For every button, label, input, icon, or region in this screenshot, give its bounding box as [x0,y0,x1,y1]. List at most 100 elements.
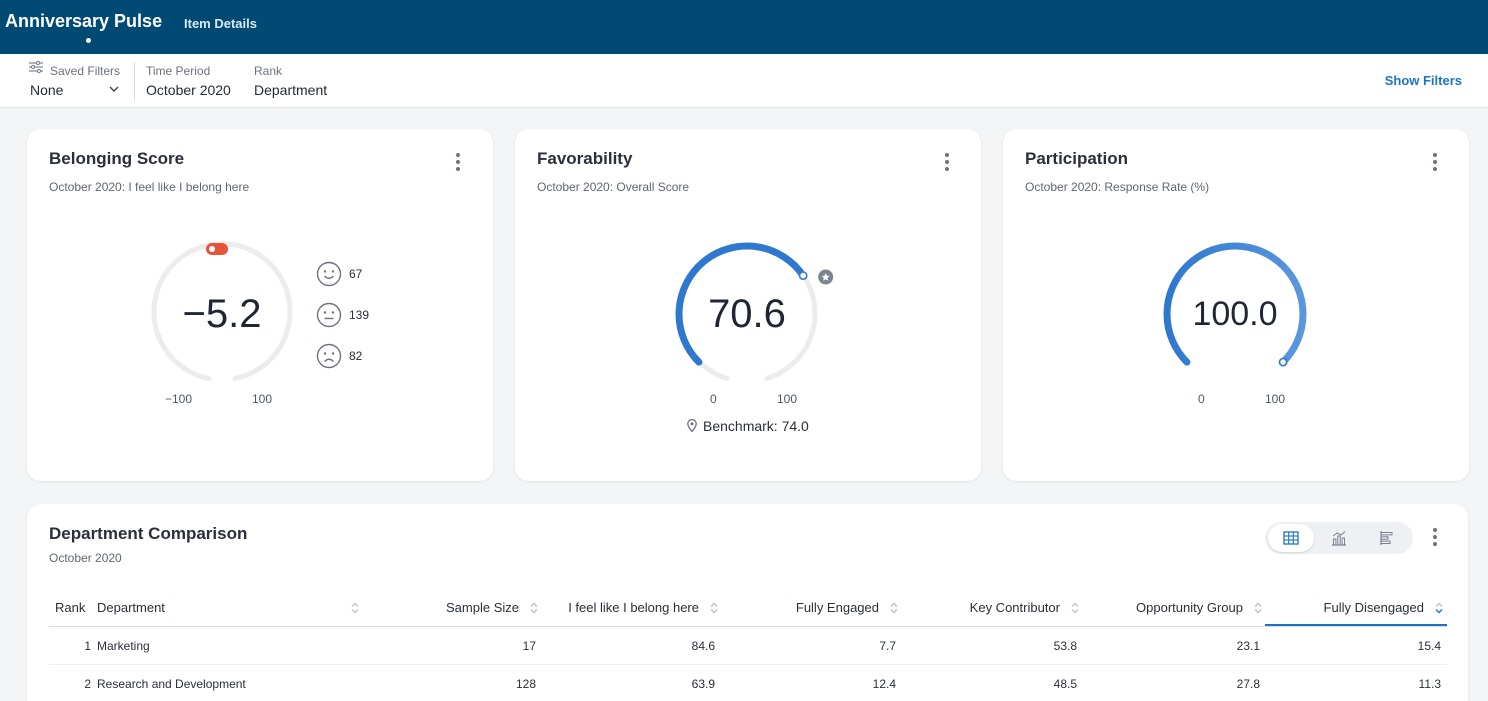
column-header-fully-engaged[interactable]: Fully Engaged [795,600,879,615]
sort-icon[interactable] [351,602,359,614]
sad-face-icon [316,343,342,369]
smile-count: 67 [349,267,363,281]
card-title: Participation [1025,149,1128,168]
card-title: Department Comparison [49,524,248,543]
column-header-sample-size[interactable]: Sample Size [446,600,519,615]
card-subtitle: October 2020: Response Rate (%) [1025,180,1210,194]
sort-icon[interactable] [890,602,898,614]
participation-value: 100.0 [1192,295,1278,333]
chart-view-button[interactable] [1316,524,1362,552]
neutral-count: 139 [349,308,370,322]
gauge-marker [206,243,228,255]
rank-value[interactable]: Department [254,82,328,98]
card-subtitle: October 2020 [49,551,122,565]
more-options-icon[interactable] [1433,153,1437,171]
favorability-gauge [675,242,834,381]
sliders-icon [29,61,43,73]
belong-cell: 63.9 [691,677,715,691]
filter-bar: Saved Filters None Time Period October 2… [0,54,1488,108]
column-header-opportunity-group[interactable]: Opportunity Group [1136,600,1243,615]
gauge-max-label: 100 [1265,392,1286,406]
view-toggle [1265,522,1413,554]
gauge-fill [675,242,807,366]
gauge-fill [1163,242,1307,366]
department-cell: Marketing [97,639,150,653]
column-header-belong[interactable]: I feel like I belong here [568,600,699,615]
active-tab-indicator [86,38,91,43]
sample-size-cell: 128 [515,677,536,691]
key-contributor-cell: 53.8 [1053,639,1077,653]
card-subtitle: October 2020: Overall Score [537,180,690,194]
belonging-gauge [151,241,293,381]
rank-cell: 2 [84,677,91,691]
sorted-column-underline [1265,624,1447,626]
favorability-card: Favorability October 2020: Overall Score… [515,129,981,481]
more-options-icon[interactable] [456,153,460,171]
time-period-label: Time Period [146,64,211,78]
sad-count-row: 82 [316,343,396,369]
card-title: Belonging Score [49,149,185,168]
sad-count: 82 [349,349,363,363]
fully-engaged-cell: 7.7 [879,639,896,653]
neutral-face-icon [316,302,342,328]
gauge-marker-dot [209,246,215,252]
more-options-icon[interactable] [945,153,949,171]
opportunity-group-cell: 27.8 [1236,677,1260,691]
show-filters-button[interactable]: Show Filters [1384,73,1462,88]
gauge-min-label: 0 [1198,392,1205,406]
sort-icon[interactable] [710,602,718,614]
belong-cell: 84.6 [691,639,715,653]
row-divider [49,664,1447,665]
fully-engaged-cell: 12.4 [872,677,896,691]
smile-count-row: 67 [316,261,396,287]
table-view-button[interactable] [1268,524,1314,552]
card-subtitle: October 2020: I feel like I belong here [49,180,250,194]
chevron-down-icon[interactable] [109,85,119,93]
nav-item-details[interactable]: Item Details [184,16,257,31]
sort-icon[interactable] [1071,602,1079,614]
header-divider [49,626,1447,627]
horizontal-bar-view-button[interactable] [1364,524,1410,552]
horizontal-bar-icon [1380,531,1393,545]
gauge-max-label: 100 [777,392,798,406]
fully-disengaged-cell: 11.3 [1418,677,1441,691]
sample-size-cell: 17 [522,639,536,653]
rank-label: Rank [254,64,283,78]
more-options-icon[interactable] [1433,528,1437,546]
table-row[interactable]: 2 Research and Development 128 63.9 12.4… [49,666,1447,701]
sort-icon[interactable] [1254,602,1262,614]
divider [134,62,135,100]
bar-line-chart-icon [1332,531,1346,546]
favorability-value: 70.6 [708,292,786,336]
table-icon [1283,531,1299,545]
gauge-max-label: 100 [252,392,273,406]
sort-icon[interactable] [530,602,538,614]
neutral-count-row: 139 [316,302,396,328]
smile-face-icon [316,261,342,287]
opportunity-group-cell: 23.1 [1236,639,1260,653]
gauge-min-label: −100 [165,392,193,406]
table-row[interactable]: 1 Marketing 17 84.6 7.7 53.8 23.1 15.4 [49,628,1447,666]
gauge-min-label: 0 [710,392,717,406]
gauge-end-marker [798,271,808,281]
rank-cell: 1 [84,639,91,653]
sort-active-icon[interactable] [1435,602,1443,614]
card-title: Favorability [537,149,633,168]
saved-filters-label: Saved Filters [50,64,121,78]
column-header-rank[interactable]: Rank [55,600,86,615]
participation-gauge [1163,242,1307,367]
column-header-fully-disengaged[interactable]: Fully Disengaged [1323,600,1424,615]
benchmark-label: Benchmark: 74.0 [703,418,809,434]
department-comparison-card: Department Comparison October 2020 [27,504,1468,701]
benchmark-marker-icon [818,269,834,285]
saved-filters-select[interactable]: None [30,82,64,98]
column-header-department[interactable]: Department [97,600,165,615]
app-title-tab[interactable]: Anniversary Pulse [5,11,163,31]
time-period-value[interactable]: October 2020 [146,82,231,98]
top-bar: Anniversary Pulse Item Details [0,0,1488,54]
participation-card: Participation October 2020: Response Rat… [1003,129,1469,481]
column-header-key-contributor[interactable]: Key Contributor [969,600,1060,615]
belonging-score-card: Belonging Score October 2020: I feel lik… [27,129,493,481]
gauge-end-marker [1278,357,1288,367]
key-contributor-cell: 48.5 [1053,677,1077,691]
